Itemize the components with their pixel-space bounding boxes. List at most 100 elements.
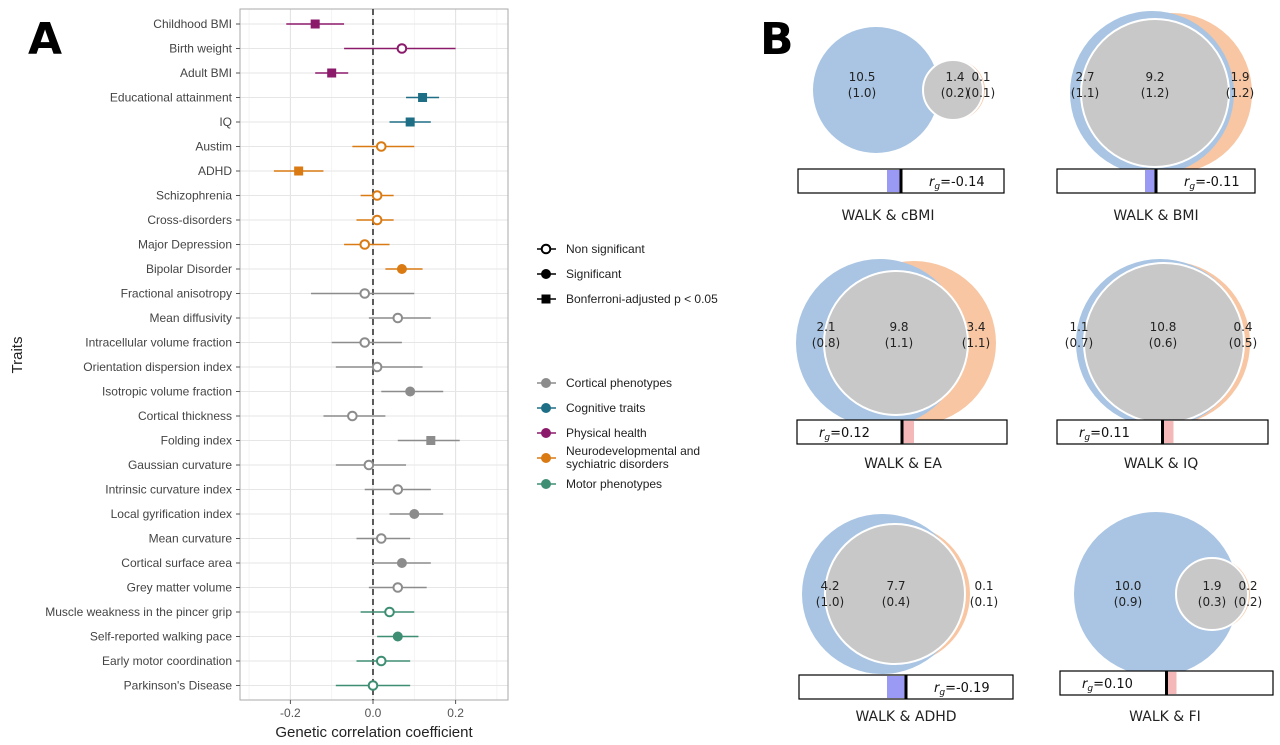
point-open — [396, 43, 408, 54]
trait-label: Parkinson's Disease — [124, 679, 233, 693]
venn-left-se: (0.9) — [1114, 595, 1142, 609]
point-square — [426, 436, 436, 445]
point-open — [371, 190, 383, 201]
x-tick-label: -0.2 — [280, 706, 301, 720]
venn-left-value: 4.2 — [820, 579, 839, 593]
trait-label: Austim — [195, 140, 232, 154]
point-square — [418, 93, 428, 102]
rg-bar-fill — [1166, 672, 1177, 694]
rg-label: rg=0.12 — [819, 426, 870, 443]
venn-panel: 2.1 (0.8) 9.8 (1.1) 3.4 (1.1) rg=0.12 WALK & EA — [796, 259, 1008, 472]
point-square — [310, 19, 320, 29]
venn-right-value: 0.2 — [1238, 579, 1257, 593]
legend-label: Non significant — [566, 242, 645, 256]
venn-overlap-se: (0.4) — [882, 595, 910, 609]
venn-right-value: 0.4 — [1233, 320, 1252, 334]
venn-overlap-se: (0.2) — [941, 86, 969, 100]
venn-overlap-value: 10.8 — [1150, 320, 1177, 334]
legend-label: Cognitive traits — [566, 401, 645, 415]
venn-title: WALK & ADHD — [855, 709, 956, 725]
venn-overlap-se: (1.1) — [885, 336, 913, 350]
trait-label: Grey matter volume — [127, 581, 233, 595]
legend-label: Motor phenotypes — [566, 477, 662, 491]
venn-overlap-circle — [922, 59, 984, 121]
point-square — [405, 117, 415, 127]
point-open — [375, 533, 387, 544]
venn-right-value: 1.9 — [1230, 70, 1249, 84]
trait-label: Birth weight — [169, 42, 232, 56]
legend-color-dot — [541, 428, 551, 438]
trait-label: Intrinsic curvature index — [105, 483, 232, 497]
venn-left-circle — [813, 27, 939, 153]
venn-left-se: (0.7) — [1065, 336, 1093, 350]
point-filled — [396, 558, 407, 568]
venn-overlap-se: (1.2) — [1141, 86, 1169, 100]
point-open — [375, 655, 387, 667]
rg-bar-fill — [902, 421, 914, 443]
panel-b-label: B — [760, 14, 794, 65]
venn-right-se: (0.2) — [1234, 595, 1262, 609]
point-open — [363, 459, 375, 471]
trait-label: Childhood BMI — [153, 17, 232, 31]
venn-right-se: (1.1) — [962, 336, 990, 350]
venn-overlap-se: (0.3) — [1198, 595, 1226, 609]
venn-left-se: (1.0) — [816, 595, 844, 609]
rg-label: rg=-0.19 — [934, 681, 990, 698]
trait-label: Major Depression — [138, 238, 232, 252]
venn-right-value: 3.4 — [966, 320, 985, 334]
trait-label: Adult BMI — [180, 66, 232, 80]
venn-overlap-value: 1.4 — [945, 70, 964, 84]
point-open — [359, 239, 371, 250]
venn-left-value: 2.1 — [816, 320, 835, 334]
venn-overlap-value: 9.8 — [889, 320, 908, 334]
venn-panel: 4.2 (1.0) 7.7 (0.4) 0.1 (0.1) rg=-0.19 WALK & A… — [798, 514, 1014, 725]
legend-color-dot — [541, 453, 551, 463]
legend-color-dot — [541, 403, 551, 413]
venn-right-value: 0.1 — [974, 579, 993, 593]
venn-panel: 10.5 (1.0) 1.4 (0.2)0.1 (0.1) rg=-0.14 WALK & … — [797, 27, 1005, 224]
forest-plot: -0.2 0.0 0.2 Genetic correlation coefficien… — [9, 8, 509, 741]
legend-color-dot — [541, 479, 551, 489]
venn-left-se: (1.1) — [1071, 86, 1099, 100]
trait-label: Intracellular volume fraction — [85, 336, 232, 350]
venn-left-value: 10.5 — [849, 70, 876, 84]
venn-overlap-value: 7.7 — [886, 579, 905, 593]
venn-panel: 1.1 (0.7) 10.8 (0.6) 0.4 (0.5) rg=0.11 WALK & I… — [1056, 259, 1269, 472]
x-tick-label: 0.0 — [365, 706, 382, 720]
legend-label: Cortical phenotypes — [566, 376, 672, 390]
trait-label: Cross-disorders — [147, 213, 232, 227]
venn-panel: 10.0 (0.9) 1.9 (0.3) 0.2 (0.2) rg=0.10 WALK & F… — [1059, 512, 1274, 725]
y-axis-label: Traits — [9, 337, 26, 374]
venn-overlap-se: (0.6) — [1149, 336, 1177, 350]
venn-left-circle — [1074, 512, 1238, 676]
venn-right-value: 0.1 — [971, 70, 990, 84]
venn-right-se: (0.5) — [1229, 336, 1257, 350]
venn-left-se: (0.8) — [812, 336, 840, 350]
trait-label: Folding index — [161, 434, 232, 448]
venn-overlap-circle — [823, 270, 969, 416]
point-filled — [396, 264, 407, 274]
legend-label: Significant — [566, 267, 622, 281]
trait-label: Orientation dispersion index — [83, 360, 232, 374]
venn-overlap-value: 9.2 — [1145, 70, 1164, 84]
venn-title: WALK & EA — [864, 456, 942, 472]
venn-left-value: 10.0 — [1115, 579, 1142, 593]
rg-label: rg=0.11 — [1079, 426, 1130, 443]
point-open — [359, 337, 371, 348]
trait-label: Muscle weakness in the pincer grip — [45, 605, 232, 619]
rg-label: rg=-0.14 — [929, 175, 985, 192]
trait-label: Mean curvature — [149, 532, 233, 546]
point-open — [371, 214, 383, 226]
venn-left-se: (1.0) — [848, 86, 876, 100]
legend-label: Physical health — [566, 426, 647, 440]
point-square — [294, 166, 304, 176]
legend-open-circle — [540, 243, 552, 255]
point-open — [384, 606, 395, 618]
trait-label: Schizophrenia — [156, 189, 232, 203]
venn-right-se: (0.1) — [970, 595, 998, 609]
trait-label: Self-reported walking pace — [90, 630, 232, 644]
rg-label: rg=0.10 — [1082, 677, 1133, 694]
trait-label: Isotropic volume fraction — [102, 385, 232, 399]
venn-overlap-circle — [824, 523, 966, 665]
rg-label: rg=-0.11 — [1184, 175, 1240, 192]
